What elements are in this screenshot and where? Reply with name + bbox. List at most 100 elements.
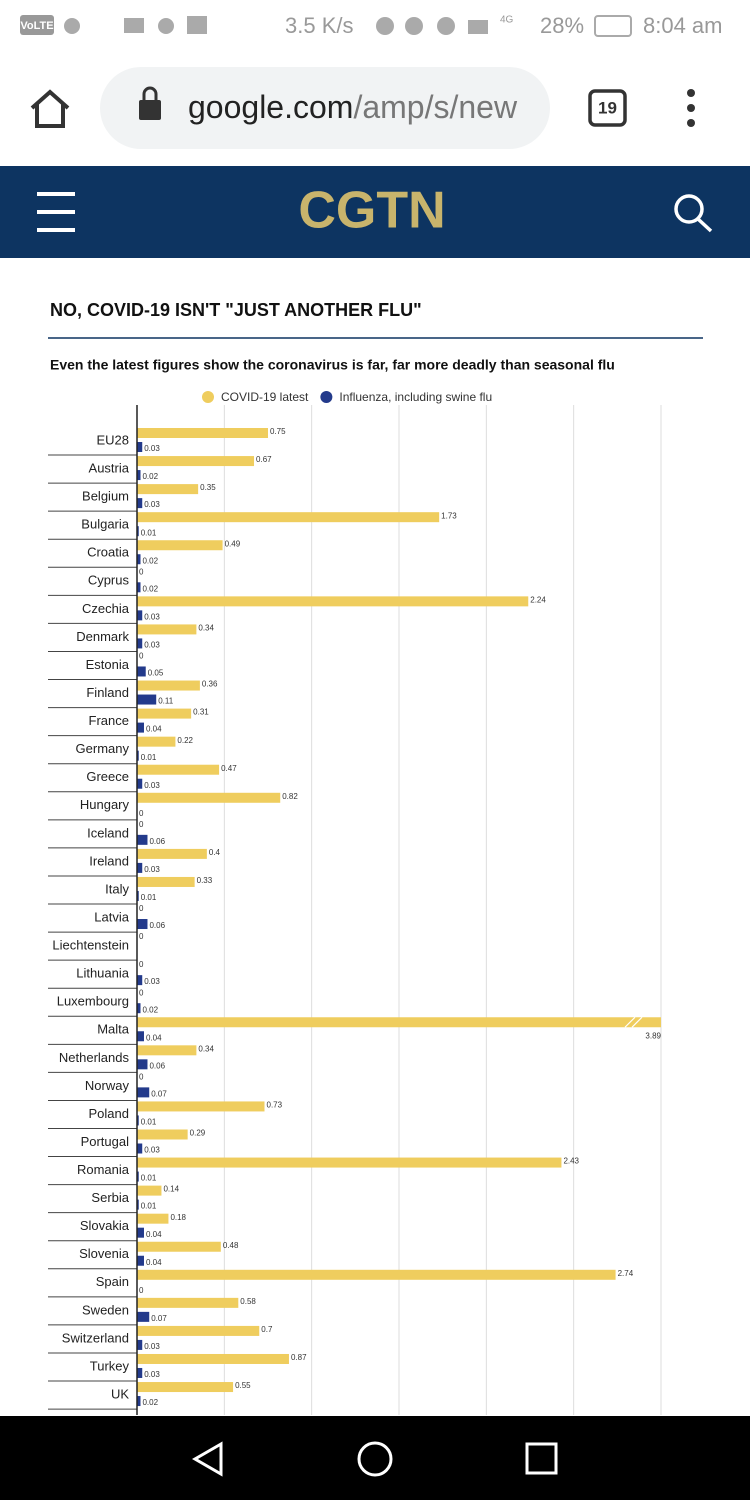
- value-label: 0.29: [190, 1129, 206, 1138]
- bar: [137, 919, 148, 930]
- lock-shackle: [142, 86, 158, 101]
- back-button[interactable]: [191, 1441, 223, 1477]
- category-label: Slovenia: [79, 1246, 130, 1261]
- bar: [137, 834, 148, 845]
- value-label: 0.05: [148, 669, 164, 678]
- bar: [137, 1143, 143, 1154]
- category-label: Germany: [76, 741, 130, 756]
- value-label: 0.87: [291, 1353, 307, 1362]
- value-label: 0.03: [144, 444, 160, 453]
- value-label: 0.7: [261, 1325, 273, 1334]
- bar: [137, 1185, 162, 1196]
- home-button[interactable]: [30, 89, 70, 128]
- lock-icon: [139, 100, 161, 120]
- legend-swatch: [202, 391, 214, 403]
- chart-subtitle: Even the latest figures show the coronav…: [50, 357, 615, 373]
- value-label: 0.07: [151, 1089, 167, 1098]
- bar: [137, 736, 176, 747]
- bar: [137, 596, 529, 607]
- value-label: 2.24: [530, 595, 546, 604]
- value-label: 0.03: [144, 1146, 160, 1155]
- bar: [137, 1115, 139, 1126]
- value-label: 0.75: [270, 427, 286, 436]
- category-label: Cyprus: [88, 573, 130, 588]
- url-host: google.com: [188, 89, 353, 125]
- status-icons-right: [376, 17, 488, 35]
- value-label: 3.89: [645, 1031, 661, 1040]
- value-label: 0.02: [142, 472, 158, 481]
- value-label: 0.03: [144, 641, 160, 650]
- value-label: 0.35: [200, 483, 216, 492]
- category-label: Italy: [105, 881, 129, 896]
- url-path: /amp/s/new: [353, 89, 518, 125]
- value-label: 0.22: [177, 736, 193, 745]
- value-label: 0.03: [144, 500, 160, 509]
- category-label: Greece: [86, 769, 129, 784]
- tab-count: 19: [598, 98, 617, 117]
- bar: [137, 764, 220, 775]
- value-label: 0: [139, 960, 144, 969]
- category-label: Netherlands: [59, 1050, 130, 1065]
- value-label: 0.73: [267, 1101, 283, 1110]
- value-label: 0.36: [202, 680, 218, 689]
- menu-button[interactable]: [687, 89, 695, 127]
- value-label: 0.01: [141, 1202, 157, 1211]
- value-label: 2.74: [618, 1269, 634, 1278]
- bar: [137, 1325, 260, 1336]
- value-label: 0: [139, 904, 144, 913]
- bar: [137, 498, 143, 509]
- bar: [137, 1003, 141, 1014]
- nav-bar: [0, 1416, 750, 1500]
- bar: [137, 1339, 143, 1350]
- category-label: Bulgaria: [81, 517, 129, 532]
- category-label: Switzerland: [62, 1330, 129, 1345]
- url[interactable]: google.com/amp/s/new: [188, 89, 518, 125]
- url-bar[interactable]: [100, 67, 550, 149]
- value-label: 0.01: [141, 893, 157, 902]
- category-label: Spain: [96, 1274, 129, 1289]
- category-label: Belgium: [82, 489, 129, 504]
- value-label: 0.02: [142, 1398, 158, 1407]
- site-logo[interactable]: CGTN: [298, 182, 445, 240]
- status-bar: [0, 0, 750, 52]
- value-label: 0.04: [146, 725, 162, 734]
- bar: [137, 1157, 562, 1168]
- battery-level: 28%: [540, 13, 584, 38]
- value-label: 0.11: [158, 697, 174, 706]
- bar: [137, 1199, 139, 1210]
- bar: [137, 610, 143, 621]
- bar: [137, 1129, 188, 1140]
- value-label: 0.03: [144, 781, 160, 790]
- value-label: 0: [139, 820, 144, 829]
- signal-type: 4G: [500, 15, 514, 26]
- tabs-button[interactable]: [588, 89, 627, 127]
- category-label: Liechtenstein: [52, 938, 129, 953]
- recents-button[interactable]: [525, 1442, 558, 1475]
- hamburger-menu[interactable]: [37, 192, 75, 232]
- bar: [137, 442, 143, 452]
- value-label: 0: [139, 988, 144, 997]
- legend-label: Influenza, including swine flu: [339, 390, 492, 404]
- category-label: Slovakia: [80, 1218, 130, 1233]
- value-label: 0.31: [193, 708, 209, 717]
- bar: [137, 1353, 289, 1364]
- value-label: 0.03: [144, 1370, 160, 1379]
- bar: [137, 1269, 616, 1280]
- value-label: 0.03: [144, 865, 160, 874]
- bar: [137, 1087, 150, 1098]
- value-label: 0: [139, 567, 144, 576]
- category-label: Austria: [89, 460, 130, 475]
- bar: [137, 694, 157, 705]
- home-nav-button[interactable]: [357, 1441, 393, 1477]
- bar: [137, 1311, 150, 1322]
- search-button[interactable]: [674, 194, 713, 233]
- bar: [137, 680, 200, 691]
- category-label: Romania: [77, 1162, 130, 1177]
- bar: [137, 1171, 139, 1182]
- bar: [137, 1255, 144, 1266]
- value-label: 0.82: [282, 792, 298, 801]
- site-header: [0, 166, 750, 258]
- value-label: 0.02: [142, 584, 158, 593]
- plot: COVID-19 latest Influenza, including swin…: [48, 390, 664, 1427]
- break-mark: [624, 1016, 643, 1028]
